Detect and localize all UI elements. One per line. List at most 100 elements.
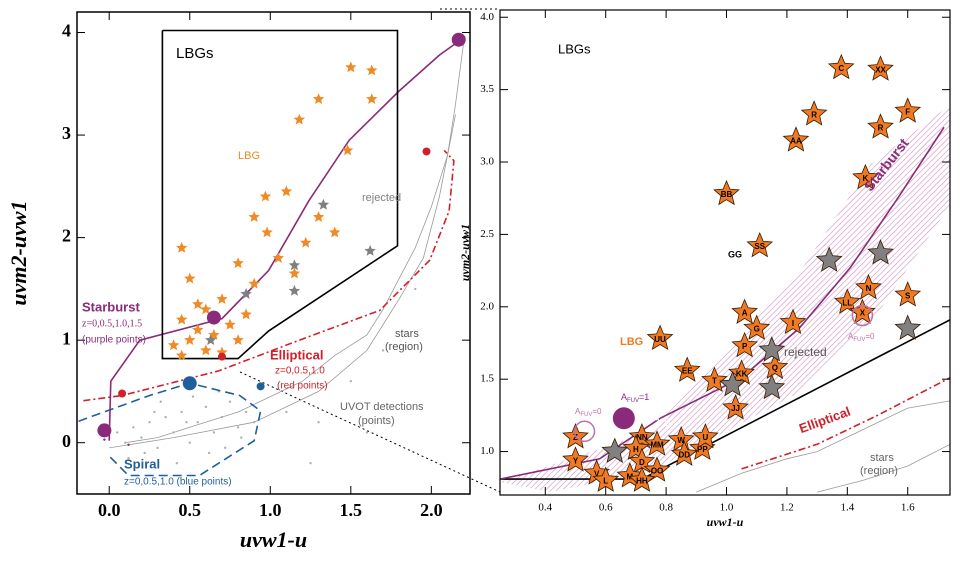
- star-point: [758, 336, 786, 362]
- annotation: z=0,0.5,1.0 (blue points): [124, 477, 232, 488]
- x-tick-label: 1.5: [340, 500, 363, 520]
- x-tick-label: 0.6: [599, 502, 613, 514]
- star-point: [232, 257, 244, 269]
- point-label: JJ: [731, 404, 740, 413]
- star-point: [293, 113, 305, 125]
- point: [349, 379, 353, 383]
- star-point: [719, 370, 746, 397]
- point: [212, 431, 216, 434]
- star-point: [200, 303, 212, 315]
- x-tick-label: 0.5: [178, 500, 201, 520]
- point-label: U: [702, 433, 708, 442]
- star-point: [815, 246, 843, 272]
- point: [143, 451, 146, 455]
- annotation: rejected: [784, 345, 827, 359]
- y-tick-label: 0: [62, 431, 71, 451]
- point-label: OO: [651, 466, 663, 475]
- star-point: [288, 259, 301, 271]
- star-point: [280, 185, 293, 197]
- x-axis-label: uvw1-u: [240, 527, 307, 552]
- annotation: (red points): [277, 381, 328, 392]
- star-point: [184, 334, 196, 345]
- point-label: HH: [636, 477, 648, 486]
- star-point: [288, 267, 301, 279]
- star-point: [192, 298, 204, 310]
- star-point: [701, 366, 728, 392]
- star-point: [205, 334, 217, 345]
- star-point: [224, 318, 236, 330]
- annotation: 1.5: [655, 417, 670, 429]
- point-label: BB: [721, 190, 733, 199]
- y-tick-label: 3.5: [480, 83, 494, 95]
- point: [451, 32, 466, 47]
- point-label: L: [603, 477, 608, 486]
- star-point: [867, 113, 894, 139]
- star-point: [176, 349, 188, 361]
- point: [223, 446, 227, 450]
- point-label: N: [866, 284, 872, 293]
- star-point: [240, 288, 252, 299]
- star-point: [894, 314, 922, 340]
- point-label: H: [633, 445, 639, 454]
- star-point: [731, 331, 758, 358]
- x-tick-label: 0.4: [538, 502, 552, 514]
- y-tick-label: 1.5: [480, 373, 494, 385]
- annotation: A: [848, 332, 854, 341]
- point-label: NN: [636, 433, 648, 442]
- star-point: [867, 239, 894, 265]
- point: [206, 310, 221, 325]
- star-point: [800, 100, 828, 126]
- point-label: C: [838, 64, 844, 73]
- point: [196, 421, 199, 424]
- point-label: K: [863, 174, 869, 183]
- point: [97, 423, 112, 438]
- annotation: UVOT detections: [340, 401, 424, 413]
- point-label: X: [860, 309, 866, 318]
- point: [414, 287, 417, 291]
- annotation: (region): [385, 341, 423, 353]
- point-label: W: [677, 436, 685, 445]
- point-label: S: [905, 291, 911, 300]
- star-point: [646, 324, 674, 351]
- plot-frame: [76, 11, 471, 495]
- star-point: [894, 281, 922, 307]
- annotation: =1: [639, 392, 649, 402]
- point-label: UU: [654, 335, 666, 344]
- point: [573, 420, 596, 443]
- point: [175, 462, 179, 465]
- point: [103, 438, 106, 441]
- star-point: [894, 97, 922, 123]
- point-label: R: [811, 110, 817, 119]
- y-tick-label: 4.0: [480, 11, 494, 23]
- point: [127, 456, 130, 460]
- point: [153, 410, 156, 414]
- point: [220, 415, 224, 419]
- y-tick-label: 1.0: [480, 445, 494, 457]
- star-point: [779, 308, 807, 335]
- x-tick-label: 1.4: [840, 502, 854, 514]
- annotation: FUV: [627, 398, 639, 404]
- point: [148, 421, 151, 424]
- star-point: [364, 244, 376, 256]
- star-point: [261, 226, 273, 238]
- annotation: FUV: [580, 412, 592, 418]
- point: [317, 421, 320, 424]
- point: [118, 389, 127, 398]
- point: [285, 410, 288, 414]
- plots: 0.0 0.5 1.0 1.5 2.0 0 1 2 3 4 uvw1-u uvm2-uvw1 C XX R R…: [6, 9, 951, 552]
- point: [207, 451, 211, 455]
- point-label: MM: [650, 440, 664, 449]
- star-point: [272, 252, 284, 263]
- point: [156, 446, 159, 450]
- point-label: P: [742, 342, 748, 351]
- star-point: [259, 190, 272, 202]
- star-point: [643, 430, 671, 456]
- star-point: [341, 144, 354, 156]
- point-label: Y: [573, 456, 579, 465]
- track-line: [125, 42, 464, 444]
- annotation: Elliptical: [270, 347, 323, 362]
- star-point: [200, 344, 212, 356]
- star-point: [743, 314, 771, 340]
- star-point: [628, 466, 656, 492]
- point: [124, 441, 127, 444]
